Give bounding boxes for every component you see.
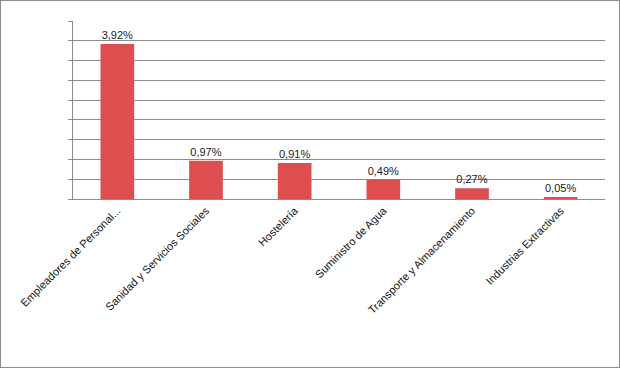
svg-text:Suministro de Agua: Suministro de Agua (313, 204, 390, 281)
svg-text:Transporte y Almacenamiento: Transporte y Almacenamiento (366, 205, 478, 317)
svg-text:0,91%: 0,91% (279, 148, 310, 160)
svg-text:0,49%: 0,49% (368, 165, 399, 177)
svg-text:Empleadores de Personal...: Empleadores de Personal... (18, 205, 122, 309)
svg-text:Sanidad y Servicios Sociales: Sanidad y Servicios Sociales (103, 204, 212, 313)
svg-text:0,97%: 0,97% (190, 146, 221, 158)
svg-text:0,27%: 0,27% (456, 173, 487, 185)
svg-text:0,05%: 0,05% (545, 182, 576, 194)
svg-text:3,92%: 3,92% (102, 29, 133, 41)
svg-text:Hostelería: Hostelería (256, 204, 301, 249)
svg-text:Industrias Extractivas: Industrias Extractivas (484, 204, 567, 287)
